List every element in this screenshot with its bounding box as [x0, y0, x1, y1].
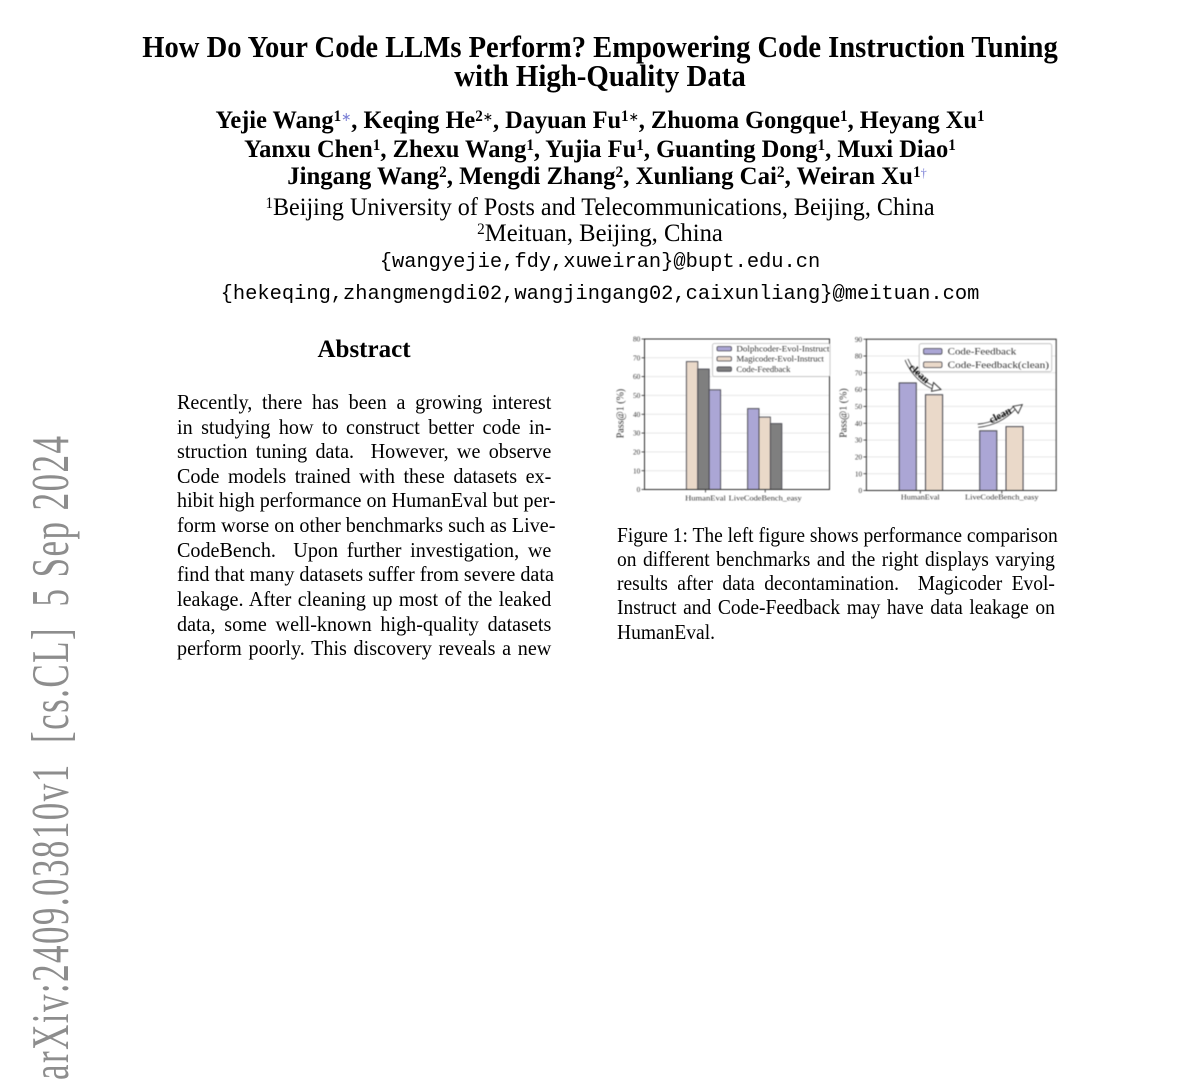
- svg-text:90: 90: [855, 335, 863, 344]
- svg-text:20: 20: [855, 453, 863, 462]
- svg-text:0: 0: [637, 485, 641, 494]
- svg-text:Code-Feedback: Code-Feedback: [736, 365, 791, 374]
- svg-text:50: 50: [633, 391, 641, 400]
- svg-text:30: 30: [633, 429, 641, 438]
- svg-text:80: 80: [633, 335, 641, 344]
- svg-text:80: 80: [855, 352, 863, 361]
- svg-text:HumanEval: HumanEval: [685, 493, 726, 502]
- svg-text:Magicoder-Evol-Instruct: Magicoder-Evol-Instruct: [736, 355, 824, 364]
- svg-text:HumanEval: HumanEval: [901, 493, 940, 502]
- svg-text:LiveCodeBench_easy: LiveCodeBench_easy: [729, 493, 802, 502]
- svg-text:Code-Feedback: Code-Feedback: [948, 347, 1017, 357]
- svg-text:70: 70: [855, 368, 863, 377]
- svg-text:60: 60: [855, 385, 863, 394]
- svg-text:50: 50: [855, 402, 863, 411]
- svg-text:Dolphcoder-Evol-Instruct: Dolphcoder-Evol-Instruct: [736, 344, 830, 353]
- svg-text:Code-Feedback(clean): Code-Feedback(clean): [948, 360, 1049, 370]
- svg-text:Pass@1 (%): Pass@1 (%): [839, 388, 850, 437]
- svg-text:10: 10: [855, 469, 863, 478]
- svg-text:LiveCodeBench_easy: LiveCodeBench_easy: [965, 493, 1039, 502]
- svg-text:20: 20: [633, 448, 641, 457]
- svg-text:70: 70: [633, 353, 641, 362]
- svg-text:40: 40: [633, 410, 641, 419]
- svg-text:10: 10: [633, 466, 641, 475]
- svg-text:60: 60: [633, 372, 641, 381]
- svg-text:40: 40: [855, 419, 863, 428]
- svg-text:0: 0: [859, 486, 863, 495]
- svg-text:Pass@1 (%): Pass@1 (%): [616, 389, 627, 438]
- svg-text:30: 30: [855, 436, 863, 445]
